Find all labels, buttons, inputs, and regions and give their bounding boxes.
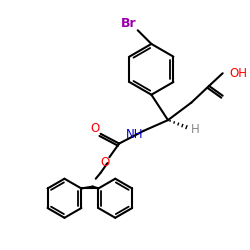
Text: H: H — [191, 124, 200, 136]
Text: OH: OH — [230, 67, 248, 80]
Text: O: O — [90, 122, 99, 136]
Text: O: O — [100, 156, 109, 168]
Text: NH: NH — [126, 128, 144, 141]
Text: Br: Br — [121, 17, 137, 30]
